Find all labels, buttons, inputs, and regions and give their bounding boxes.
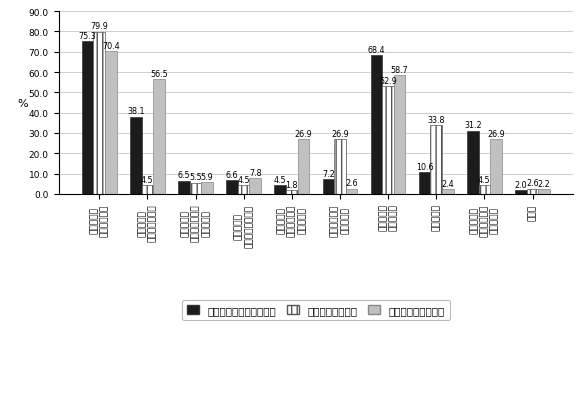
Bar [190,183,201,194]
Bar [538,190,550,194]
Y-axis label: %: % [18,98,29,108]
Text: 5.5: 5.5 [189,173,202,182]
Text: 56.5: 56.5 [150,70,168,79]
Text: 26.9: 26.9 [331,130,349,139]
Text: 5.9: 5.9 [201,172,214,181]
Bar [383,87,394,194]
Bar [82,42,94,194]
Text: 7.2: 7.2 [322,170,335,179]
Bar [249,179,261,194]
Text: 31.2: 31.2 [464,121,481,130]
Bar [479,185,490,194]
Text: 75.3: 75.3 [79,32,97,40]
Text: 52.9: 52.9 [379,77,397,86]
Bar [334,140,346,194]
Text: 2.0: 2.0 [515,180,527,189]
Text: 6.6: 6.6 [226,171,238,180]
Text: 10.6: 10.6 [416,163,433,172]
Text: 7.8: 7.8 [249,168,261,177]
Text: 4.5: 4.5 [274,175,287,184]
Text: 26.9: 26.9 [294,130,312,139]
Text: 38.1: 38.1 [127,107,144,116]
Bar [94,32,105,194]
Text: 4.5: 4.5 [478,175,491,184]
Bar [142,185,153,194]
Bar [323,180,334,194]
Bar [238,185,249,194]
Text: 79.9: 79.9 [90,22,108,31]
Bar [526,189,538,194]
Bar [371,56,383,194]
Bar [226,181,238,194]
Text: 2.6: 2.6 [345,179,358,188]
Bar [105,52,116,194]
Bar [490,140,502,194]
Text: 6.5: 6.5 [178,171,190,180]
Bar [130,117,142,194]
Bar [298,140,309,194]
Text: 58.7: 58.7 [391,65,408,74]
Bar [346,189,357,194]
Bar [515,190,526,194]
Bar [201,182,213,194]
Bar [286,191,298,194]
Text: 33.8: 33.8 [428,116,445,125]
Text: 4.5: 4.5 [238,175,250,184]
Text: 4.5: 4.5 [141,175,154,184]
Bar [431,126,442,194]
Legend: 正社員と非正社員の違い, 正社員間での違い, 非正社員間での違い: 正社員と非正社員の違い, 正社員間での違い, 非正社員間での違い [181,300,450,320]
Text: 26.9: 26.9 [487,130,505,139]
Text: 1.8: 1.8 [285,181,298,190]
Bar [153,80,165,194]
Bar [467,131,479,194]
Text: 2.4: 2.4 [442,179,454,188]
Bar [394,75,405,194]
Bar [178,181,190,194]
Bar [442,190,453,194]
Text: 70.4: 70.4 [102,42,119,51]
Bar [419,173,431,194]
Bar [274,185,286,194]
Text: 2.2: 2.2 [538,180,550,189]
Text: 2.6: 2.6 [526,179,539,188]
Text: 68.4: 68.4 [368,46,386,55]
